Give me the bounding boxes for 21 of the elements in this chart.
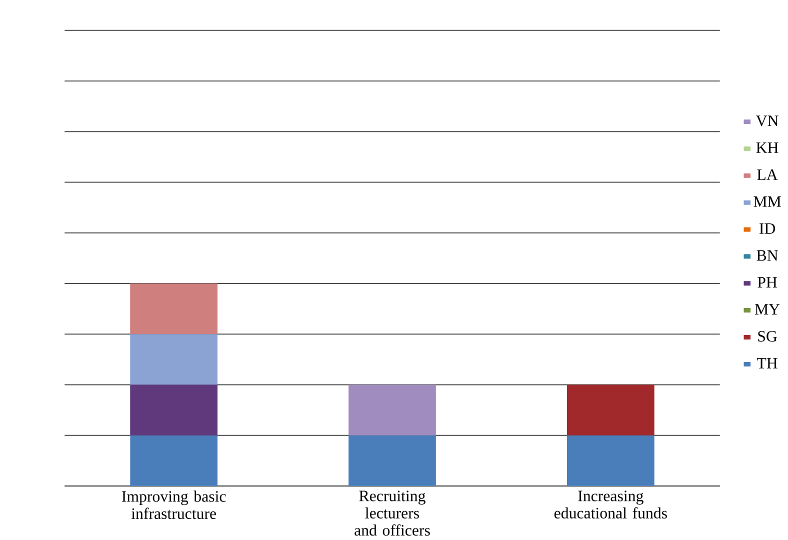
bar (348, 384, 436, 436)
bar (566, 435, 654, 486)
x-tick-label: Recruiting lecturers and officers (354, 490, 430, 536)
legend-label: LA (757, 169, 778, 180)
bar (130, 384, 218, 436)
x-tick-label: Improving basic infrastructure (122, 490, 226, 519)
legend-label: TH (757, 358, 778, 368)
legend-label: KH (756, 142, 778, 153)
legend-label: BN (756, 250, 778, 261)
bar (130, 435, 218, 486)
x-tick-label: Increasing educational funds (554, 490, 667, 518)
bar (130, 283, 218, 334)
legend-label: SG (758, 330, 777, 342)
legend-label: MM (754, 196, 781, 207)
bar (566, 384, 654, 436)
bar (130, 334, 218, 385)
bar (348, 435, 436, 486)
legend-label: VN (756, 116, 778, 126)
legend-label: ID (759, 223, 776, 234)
legend-label: PH (758, 277, 777, 288)
legend-label: MY (754, 304, 780, 314)
